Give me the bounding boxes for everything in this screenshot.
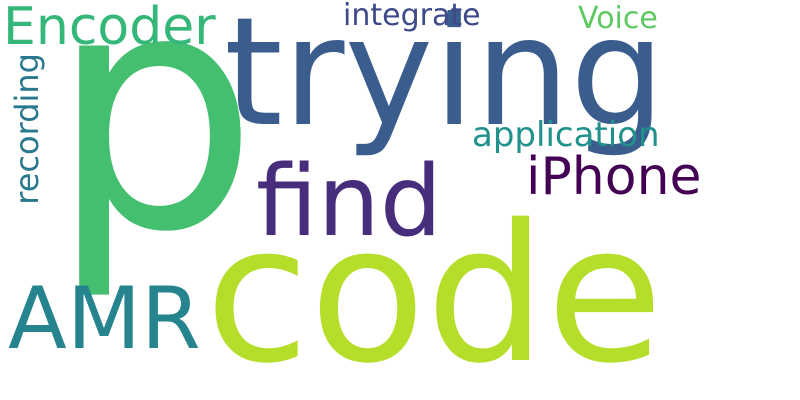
- word-encoder: Encoder: [3, 0, 216, 57]
- word-code: code: [205, 183, 664, 400]
- word-voice: Voice: [578, 0, 658, 36]
- word-trying: trying: [224, 0, 666, 160]
- word-application: application: [472, 115, 660, 155]
- word-integrate: integrate: [343, 0, 481, 33]
- word-amr: AMR: [8, 269, 201, 369]
- word-iphone: iPhone: [526, 147, 702, 207]
- word-p: p: [49, 0, 259, 304]
- word-recording: recording: [8, 52, 46, 205]
- word-find: find: [256, 145, 443, 259]
